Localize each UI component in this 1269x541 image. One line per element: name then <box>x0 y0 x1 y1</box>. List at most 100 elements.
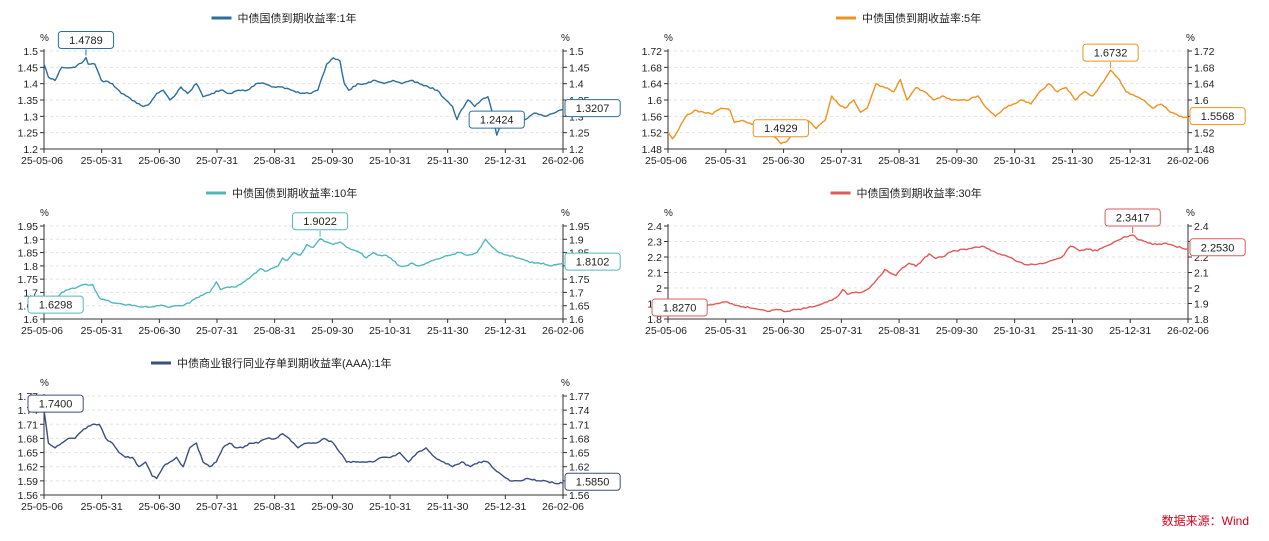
y-tick-label-left: 1.52 <box>642 128 663 140</box>
y-tick-label-right: 1.2 <box>569 144 584 156</box>
svg-text:1.7400: 1.7400 <box>39 399 73 411</box>
right-unit-label: % <box>1186 33 1195 44</box>
right-unit-label: % <box>561 33 570 44</box>
y-tick-label-right: 1.25 <box>569 128 590 140</box>
y-tick-label-left: 1.25 <box>18 128 39 140</box>
x-tick-label: 25-10-31 <box>994 155 1036 167</box>
x-tick-label: 25-05-06 <box>645 155 687 167</box>
max-value-label: 2.3417 <box>1104 208 1161 227</box>
x-tick-label: 25-08-31 <box>254 501 296 513</box>
svg-text:1.6732: 1.6732 <box>1094 48 1128 60</box>
y-tick-label-right: 1.71 <box>569 419 590 431</box>
y-tick-label-right: 1.4 <box>569 79 584 91</box>
y-tick-label-right: 1.68 <box>569 433 590 445</box>
x-tick-label: 25-07-31 <box>820 325 862 337</box>
chart-legend: 中债商业银行同业存单到期收益率(AAA):1年 <box>151 356 392 370</box>
y-tick-label-right: 1.7 <box>569 287 584 299</box>
chart-panel-5: 中债商业银行同业存单到期收益率(AAA):1年%%1.771.771.741.7… <box>18 356 621 513</box>
y-tick-label-left: 2 <box>656 283 662 295</box>
svg-text:1.4929: 1.4929 <box>764 123 798 135</box>
y-tick-label-right: 1.5 <box>569 46 584 58</box>
x-tick-label: 26-02-06 <box>1167 325 1209 337</box>
min-value-label: 1.2424 <box>468 110 525 129</box>
svg-text:1.6298: 1.6298 <box>39 300 73 312</box>
y-tick-label-left: 1.2 <box>23 144 38 156</box>
y-tick-label-left: 1.59 <box>18 476 39 488</box>
x-tick-label: 25-11-30 <box>427 325 468 337</box>
y-tick-label-left: 1.6 <box>647 95 662 107</box>
x-tick-label: 25-09-30 <box>311 325 353 337</box>
chart-panel-4: 中债国债到期收益率:30年%%2.42.42.32.32.22.22.12.12… <box>645 186 1246 337</box>
data-source-note: 数据来源：Wind <box>1161 514 1249 528</box>
x-tick-label: 25-06-30 <box>763 155 805 167</box>
y-tick-label-left: 1.95 <box>18 221 39 233</box>
first-value-label: 1.8270 <box>651 298 708 317</box>
svg-text:1.4789: 1.4789 <box>69 35 103 47</box>
y-tick-label-right: 1.9 <box>569 234 584 246</box>
chart-panel-3: 中债国债到期收益率:10年%%1.951.951.91.91.851.851.8… <box>18 186 621 337</box>
y-tick-label-right: 2.4 <box>1194 221 1209 233</box>
svg-text:1.5568: 1.5568 <box>1201 111 1235 123</box>
y-tick-label-left: 1.3 <box>23 111 38 123</box>
x-tick-label: 25-12-31 <box>484 155 526 167</box>
y-tick-label-left: 1.62 <box>18 462 39 474</box>
x-tick-label: 25-08-31 <box>878 325 920 337</box>
x-tick-label: 25-09-30 <box>936 325 978 337</box>
x-tick-label: 25-07-31 <box>196 501 238 513</box>
series-line <box>43 410 564 485</box>
x-tick-label: 25-11-30 <box>1052 155 1093 167</box>
chart-title: 中债国债到期收益率:30年 <box>857 186 982 200</box>
y-tick-label-right: 1.52 <box>1194 128 1215 140</box>
svg-text:2.3417: 2.3417 <box>1116 213 1150 225</box>
y-tick-label-left: 1.65 <box>18 448 39 460</box>
y-tick-label-left: 2.3 <box>647 237 662 249</box>
y-tick-label-left: 1.48 <box>642 144 663 156</box>
left-unit-label: % <box>40 33 49 44</box>
x-tick-label: 25-08-31 <box>254 325 296 337</box>
x-tick-label: 25-06-30 <box>763 325 805 337</box>
last-value-label: 1.5568 <box>1189 107 1246 126</box>
svg-text:1.2424: 1.2424 <box>480 115 514 127</box>
x-tick-label: 25-12-31 <box>1109 155 1151 167</box>
x-tick-label: 25-05-06 <box>21 501 63 513</box>
y-tick-label-left: 1.9 <box>23 234 38 246</box>
y-tick-label-left: 1.75 <box>18 274 39 286</box>
y-tick-label-left: 1.68 <box>642 62 663 74</box>
y-tick-label-right: 1.72 <box>1194 46 1215 58</box>
x-tick-label: 26-02-06 <box>1167 155 1209 167</box>
y-tick-label-right: 1.65 <box>569 301 590 313</box>
left-unit-label: % <box>664 208 673 219</box>
x-tick-label: 25-11-30 <box>427 501 468 513</box>
last-value-label: 2.2530 <box>1189 238 1246 257</box>
chart-panel-1: 中债国债到期收益率:1年% %1.5 1.51.45 1.451.4 1.41.351.… <box>18 11 621 167</box>
x-tick-label: 26-02-06 <box>542 501 584 513</box>
series-line <box>43 238 564 312</box>
y-tick-label-right: 2 <box>1194 283 1200 295</box>
right-unit-label: % <box>561 208 570 219</box>
min-value-label: 1.4929 <box>752 119 809 138</box>
right-unit-label: % <box>561 378 570 389</box>
chart-title: 中债国债到期收益率:1年 <box>238 11 357 25</box>
y-tick-label-right: 1.64 <box>1194 79 1215 91</box>
x-tick-label: 25-08-31 <box>878 155 920 167</box>
x-tick-label: 25-05-31 <box>705 155 747 167</box>
y-tick-label-left: 2.1 <box>647 268 662 280</box>
left-unit-label: % <box>40 378 49 389</box>
y-tick-label-right: 1.56 <box>569 490 590 502</box>
y-tick-label-right: 2.1 <box>1194 268 1209 280</box>
y-tick-label-left: 1.72 <box>642 46 663 58</box>
y-tick-label-left: 1.85 <box>18 248 39 260</box>
last-value-label: 1.8102 <box>564 252 621 271</box>
x-tick-label: 25-05-31 <box>81 155 123 167</box>
x-tick-label: 26-02-06 <box>542 155 584 167</box>
chart-title: 中债商业银行同业存单到期收益率(AAA):1年 <box>177 356 392 370</box>
y-tick-label-right: 1.65 <box>569 448 590 460</box>
max-value-label: 1.6732 <box>1082 43 1139 62</box>
chart-legend: 中债国债到期收益率:5年 <box>836 11 981 25</box>
y-tick-label-left: 1.68 <box>18 433 39 445</box>
x-tick-label: 25-05-31 <box>81 501 123 513</box>
x-tick-label: 25-12-31 <box>484 325 526 337</box>
x-tick-label: 25-12-31 <box>484 501 526 513</box>
y-tick-label-left: 1.71 <box>18 419 39 431</box>
